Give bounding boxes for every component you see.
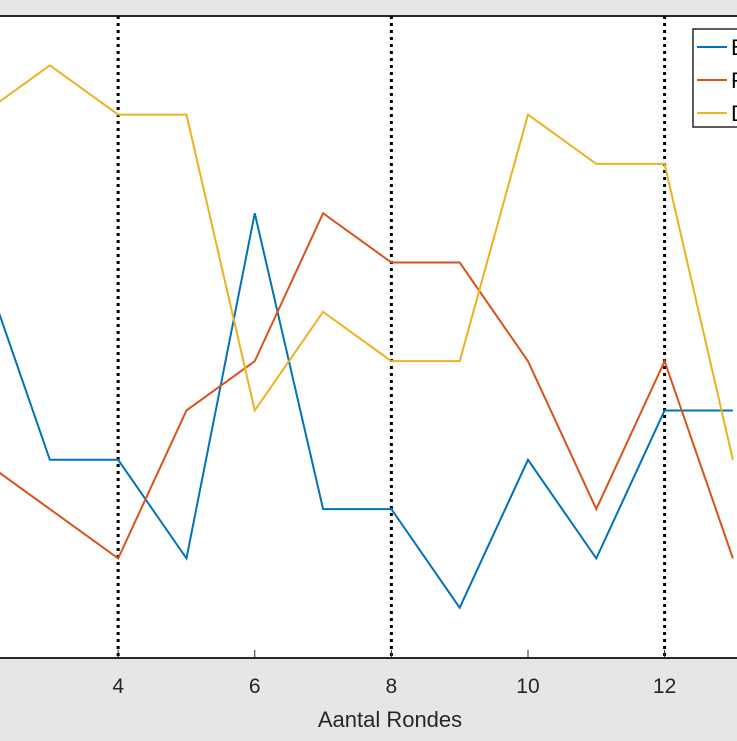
x-axis-label: Aantal Rondes xyxy=(318,707,462,732)
series-line-B xyxy=(0,213,733,610)
x-tick-label: 6 xyxy=(249,675,261,698)
legend: BRD xyxy=(692,28,737,128)
series-line-R xyxy=(0,211,734,560)
x-tick-label: 4 xyxy=(112,675,124,698)
legend-label-R: R xyxy=(731,68,737,93)
x-tick-label: 8 xyxy=(386,675,398,698)
series-line-D xyxy=(0,64,734,460)
legend-label-B: B xyxy=(731,35,737,60)
plot-area xyxy=(0,15,737,659)
x-tick-label: 12 xyxy=(653,675,676,698)
legend-label-D: D xyxy=(731,101,737,126)
x-tick-label: 10 xyxy=(516,675,539,698)
